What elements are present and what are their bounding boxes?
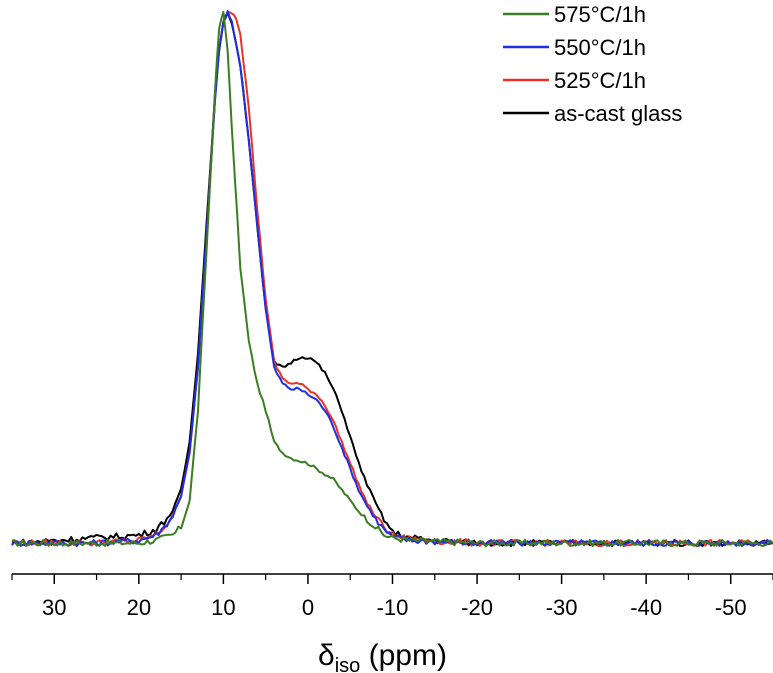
x-axis-title-suffix: (ppm) [360,639,447,672]
x-tick-label: -20 [461,595,493,620]
series-line-3 [11,11,773,548]
x-tick-label: 20 [127,595,151,620]
legend-label: as-cast glass [554,101,682,126]
legend: 575°C/1h 550°C/1h 525°C/1h as-cast glass [503,2,682,126]
x-axis-title-main: δ [318,639,335,672]
series-line-2 [11,10,773,548]
x-tick-label: 30 [42,595,66,620]
x-tick-label: -30 [546,595,578,620]
x-tick-label: 0 [302,595,314,620]
legend-label: 575°C/1h [554,2,646,27]
x-axis: 30 20 10 0 -10 -20 -30 -40 -50 [11,573,773,620]
plot-area [11,10,773,548]
x-tick-label: -10 [377,595,409,620]
series-line-1 [11,10,773,548]
series-line-4 [11,11,773,548]
x-tick-label: 10 [211,595,235,620]
legend-label: 525°C/1h [554,68,646,93]
x-tick-label: -50 [715,595,747,620]
legend-label: 550°C/1h [554,35,646,60]
x-axis-title-subscript: iso [335,655,361,673]
x-tick-label: -40 [630,595,662,620]
x-axis-title: δiso (ppm) [318,639,447,673]
